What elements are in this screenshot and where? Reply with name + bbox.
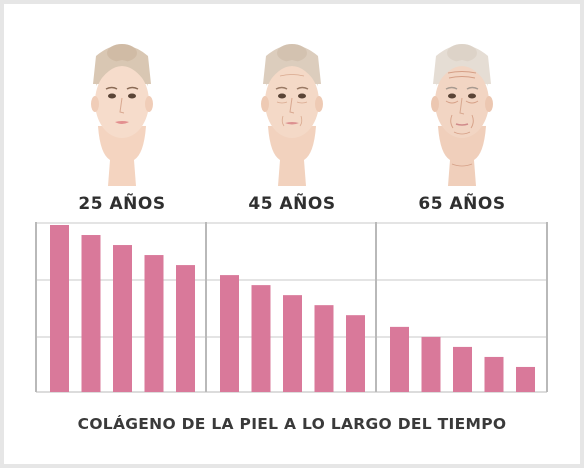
infographic-card: 25 AÑOS 45 AÑOS 65 AÑOS COLÁGENO DE LA P… <box>4 4 580 464</box>
collagen-bar-chart <box>35 222 548 393</box>
middle-aged-woman-face-icon <box>242 36 342 186</box>
bar-45-anos-3 <box>283 295 302 392</box>
bar-45-anos-5 <box>346 315 365 392</box>
bar-65-anos-3 <box>453 346 472 392</box>
bar-45-anos-4 <box>314 305 334 392</box>
bar-65-anos-1 <box>390 326 409 392</box>
bar-25-anos-1 <box>50 225 69 392</box>
bar-65-anos-5 <box>516 366 535 392</box>
bar-65-anos-2 <box>421 336 441 392</box>
young-woman-face-icon <box>72 36 172 186</box>
bar-45-anos-2 <box>251 285 271 392</box>
elderly-woman-face-icon <box>412 36 512 186</box>
chart-caption: COLÁGENO DE LA PIEL A LO LARGO DEL TIEMP… <box>77 415 507 433</box>
bar-25-anos-5 <box>176 265 195 392</box>
age-label-25: 25 AÑOS <box>78 194 166 214</box>
bar-25-anos-3 <box>113 245 132 392</box>
bar-25-anos-4 <box>144 255 164 392</box>
age-label-45: 45 AÑOS <box>248 194 336 214</box>
bar-25-anos-2 <box>81 235 101 392</box>
age-label-65: 65 AÑOS <box>418 194 506 214</box>
bar-45-anos-1 <box>220 275 239 392</box>
bar-65-anos-4 <box>484 356 504 392</box>
